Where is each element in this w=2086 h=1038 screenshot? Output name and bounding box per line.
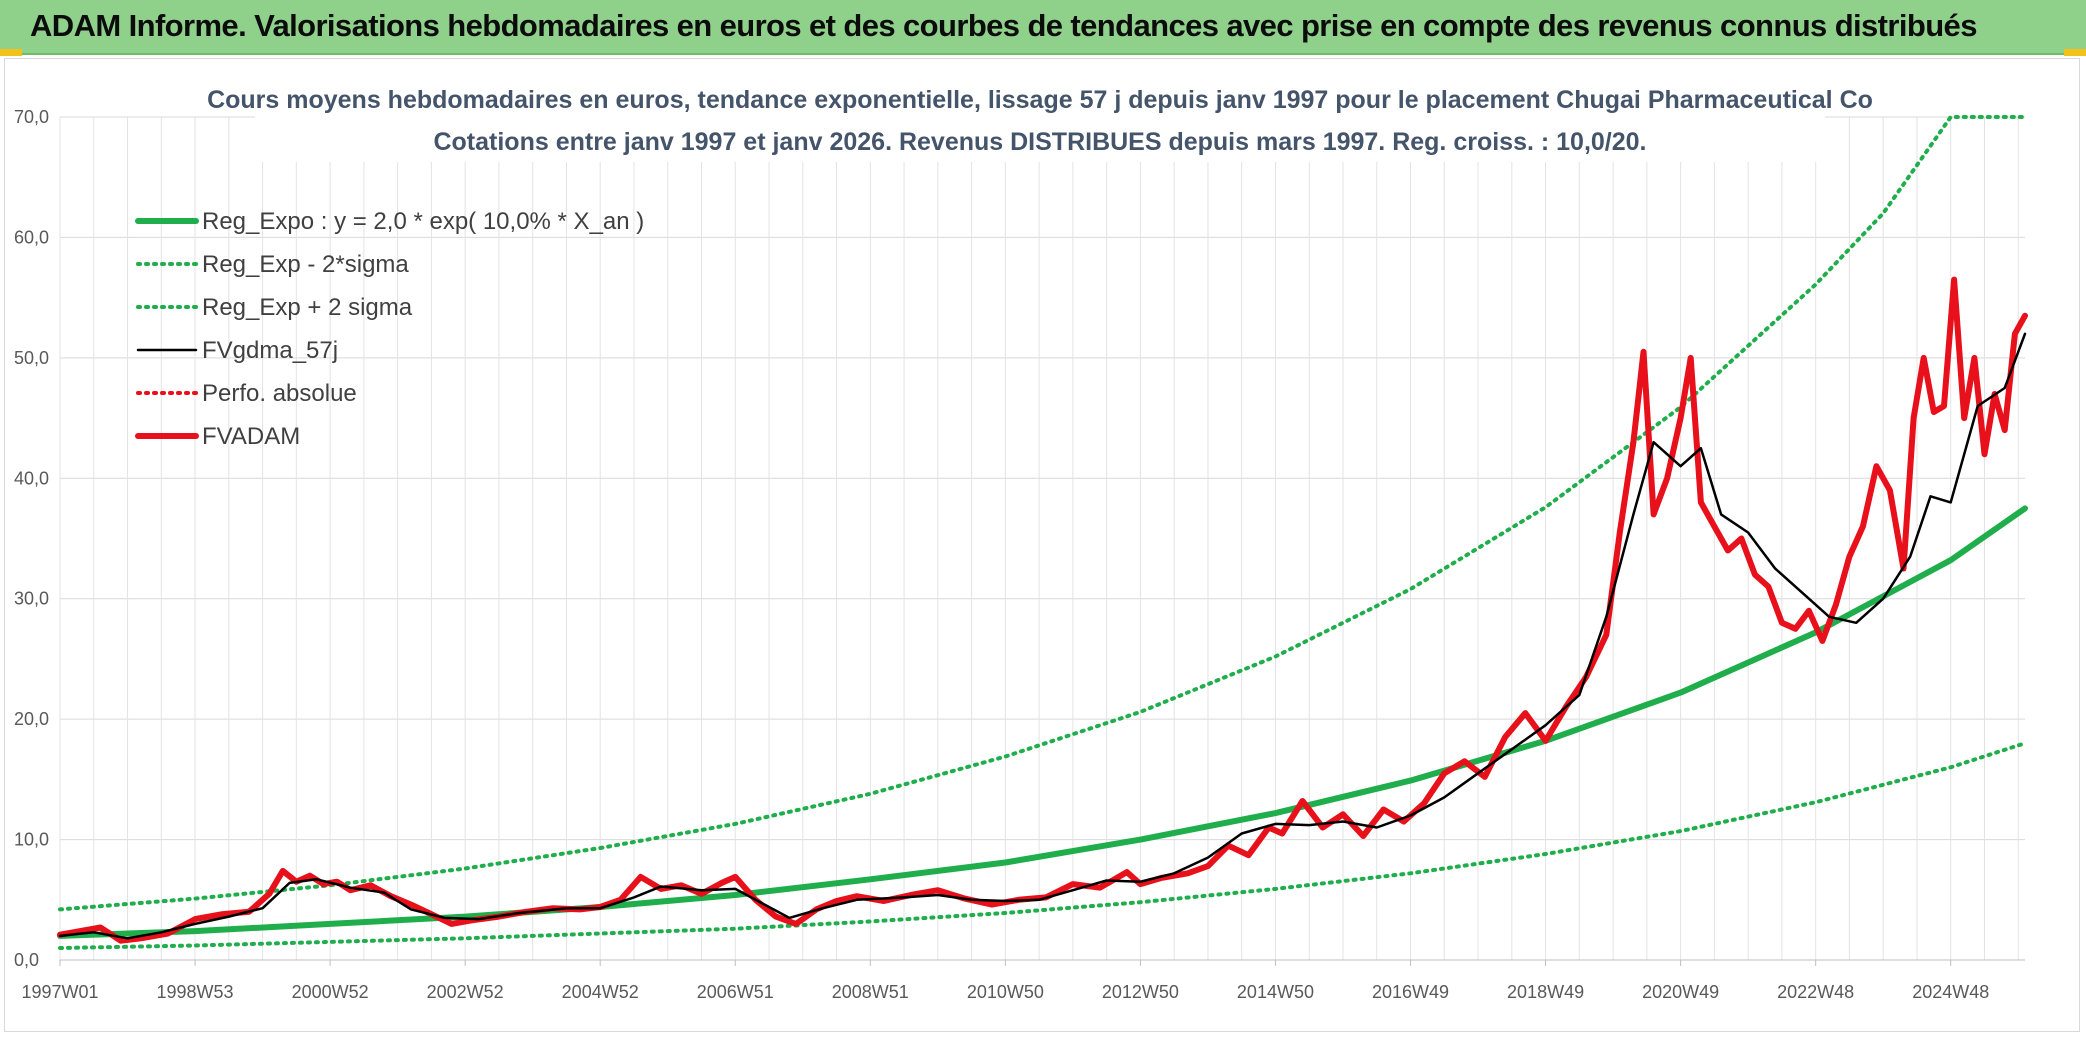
- chart-title-background: [255, 82, 1825, 162]
- x-tick-label: 2020W49: [1642, 982, 1719, 1002]
- x-tick-label: 2024W48: [1912, 982, 1989, 1002]
- y-tick-label: 70,0: [14, 107, 49, 127]
- chart-title-block: Cours moyens hebdomadaires en euros, ten…: [207, 82, 1873, 162]
- legend-label: FVADAM: [202, 423, 300, 450]
- x-tick-label: 2012W50: [1102, 982, 1179, 1002]
- y-tick-label: 50,0: [14, 348, 49, 368]
- chart-grid: [59, 116, 2025, 960]
- x-tick-label: 2010W50: [967, 982, 1044, 1002]
- x-tick-label: 2008W51: [832, 982, 909, 1002]
- chart-subtitle: Cotations entre janv 1997 et janv 2026. …: [433, 128, 1646, 156]
- chart-title: Cours moyens hebdomadaires en euros, ten…: [207, 86, 1873, 114]
- x-tick-label: 2006W51: [697, 982, 774, 1002]
- page-title: ADAM Informe. Valorisations hebdomadaire…: [30, 8, 1977, 43]
- legend-label: Reg_Exp + 2 sigma: [202, 294, 413, 321]
- banner-corner-right: [2064, 49, 2086, 56]
- legend-label: Perfo. absolue: [202, 380, 357, 407]
- x-tick-label: 2016W49: [1372, 982, 1449, 1002]
- y-tick-label: 0,0: [14, 950, 39, 970]
- chart-frame: [4, 58, 2080, 1032]
- chart-legend: Reg_Expo : y = 2,0 * exp( 10,0% * X_an )…: [135, 208, 644, 450]
- y-tick-label: 60,0: [14, 227, 49, 247]
- x-tick-label: 2002W52: [427, 982, 504, 1002]
- x-tick-label: 1997W01: [21, 982, 98, 1002]
- x-tick-label: 2000W52: [292, 982, 369, 1002]
- y-tick-label: 20,0: [14, 709, 49, 729]
- banner-corner-left: [0, 49, 22, 56]
- x-tick-label: 1998W53: [157, 982, 234, 1002]
- series-line-0: [57, 505, 2028, 939]
- series-line-2: [58, 115, 2027, 912]
- x-axis-ticks: 1997W01 1998W53 2000W52 2002W52 2004W52 2006W…: [21, 960, 1989, 1002]
- y-tick-label: 10,0: [14, 830, 49, 850]
- y-tick-label: 30,0: [14, 589, 49, 609]
- x-tick-label: 2014W50: [1237, 982, 1314, 1002]
- x-tick-label: 2004W52: [562, 982, 639, 1002]
- legend-label: Reg_Expo : y = 2,0 * exp( 10,0% * X_an ): [202, 208, 644, 235]
- legend-label: Reg_Exp - 2*sigma: [202, 251, 409, 278]
- x-tick-label: 2022W48: [1777, 982, 1854, 1002]
- series-line-3: [58, 332, 2027, 940]
- legend-label: FVgdma_57j: [202, 337, 338, 364]
- series-layer: [57, 115, 2028, 950]
- x-tick-label: 2018W49: [1507, 982, 1584, 1002]
- series-line-1: [58, 741, 2027, 950]
- header-banner: ADAM Informe. Valorisations hebdomadaire…: [0, 0, 2086, 56]
- series-line-5: [57, 276, 2028, 944]
- y-tick-label: 40,0: [14, 468, 49, 488]
- y-axis-ticks: 0,0 10,0 20,0 30,0 40,0 50,0 60,0 70,0: [14, 107, 49, 970]
